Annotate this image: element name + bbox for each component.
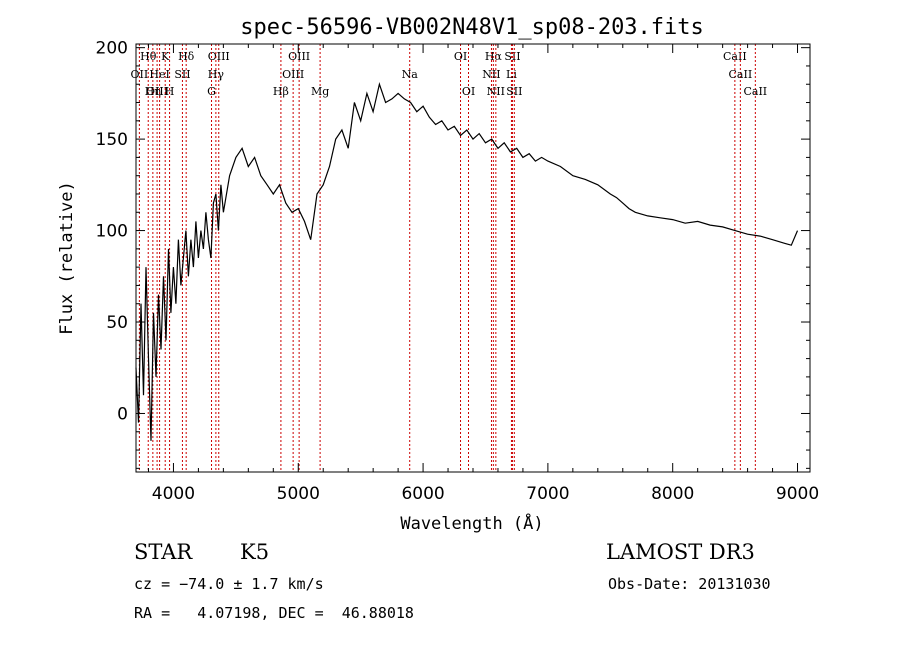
x-axis-label: Wavelength (Å) [400, 512, 543, 534]
x-tick-label: 7000 [526, 484, 569, 504]
spectral-line-label: SII [174, 68, 190, 81]
y-tick-label: 50 [106, 313, 128, 333]
spectral-line-label: Hδ [178, 50, 195, 63]
spectral-line-label: OIII [288, 50, 310, 63]
spectral-line-label: Na [402, 68, 419, 81]
observation-date: Obs-Date: 20131030 [608, 575, 771, 593]
spectral-line-label: OI [454, 50, 467, 63]
y-axis: 0 50 100 150 200 [96, 39, 810, 469]
x-tick-label: 4000 [152, 484, 195, 504]
spectral-line-label: SII [504, 50, 520, 63]
spectral-line-label: HeI [149, 68, 169, 81]
spectral-line-label: G [207, 85, 216, 98]
y-axis-label: Flux (relative) [57, 181, 77, 335]
spectral-line-label: OIII [208, 50, 230, 63]
object-subclass: K5 [240, 540, 270, 564]
spectral-line-markers: Hθ OII OIII K H Hη HeI SII Hδ OIII Hγ G Hβ OIII OIII Mg… [131, 44, 767, 472]
spectral-line-label: OII [131, 68, 149, 81]
spectral-line-label: Hη [145, 85, 161, 98]
survey-name: LAMOST DR3 [606, 540, 755, 564]
spectral-line-label: OI [462, 85, 475, 98]
spectral-line-label: Hα [485, 50, 503, 63]
spectral-line-label: OIII [146, 85, 168, 98]
spectral-line-label: SII [506, 85, 522, 98]
x-tick-label: 6000 [401, 484, 444, 504]
spectral-line-label: NII [487, 85, 505, 98]
chart-title: spec-56596-VB002N48V1_sp08-203.fits [240, 15, 704, 40]
object-class: STAR [134, 540, 193, 564]
coordinates: RA = 4.07198, DEC = 46.88018 [134, 604, 414, 622]
spectral-line-label: OIII [282, 68, 304, 81]
spectral-line-label: Hθ [140, 50, 157, 63]
spectral-line-label: CaII [729, 68, 753, 81]
spectral-line-label: Mg [311, 85, 329, 98]
plot-frame [135, 43, 811, 473]
x-tick-label: 5000 [277, 484, 320, 504]
y-tick-label: 0 [117, 404, 128, 424]
y-tick-label: 100 [96, 222, 128, 242]
redshift-velocity: cz = −74.0 ± 1.7 km/s [134, 575, 324, 593]
spectral-line-label: H [165, 85, 175, 98]
spectral-line-label: K [161, 50, 170, 63]
x-tick-label: 8000 [651, 484, 694, 504]
spectral-line-label: NII [482, 68, 500, 81]
spectral-line-label: CaII [743, 85, 767, 98]
x-tick-label: 9000 [776, 484, 819, 504]
spectral-line-label: Hβ [273, 85, 289, 98]
spectral-line-label: CaII [723, 50, 747, 63]
y-tick-label: 200 [96, 39, 128, 59]
y-tick-label: 150 [96, 130, 128, 150]
spectral-line-label: Hγ [208, 68, 225, 81]
spectral-line-label: Li [506, 68, 517, 81]
spectrum-line [135, 82, 799, 441]
x-axis: 4000 5000 6000 7000 8000 9000 [147, 44, 819, 504]
